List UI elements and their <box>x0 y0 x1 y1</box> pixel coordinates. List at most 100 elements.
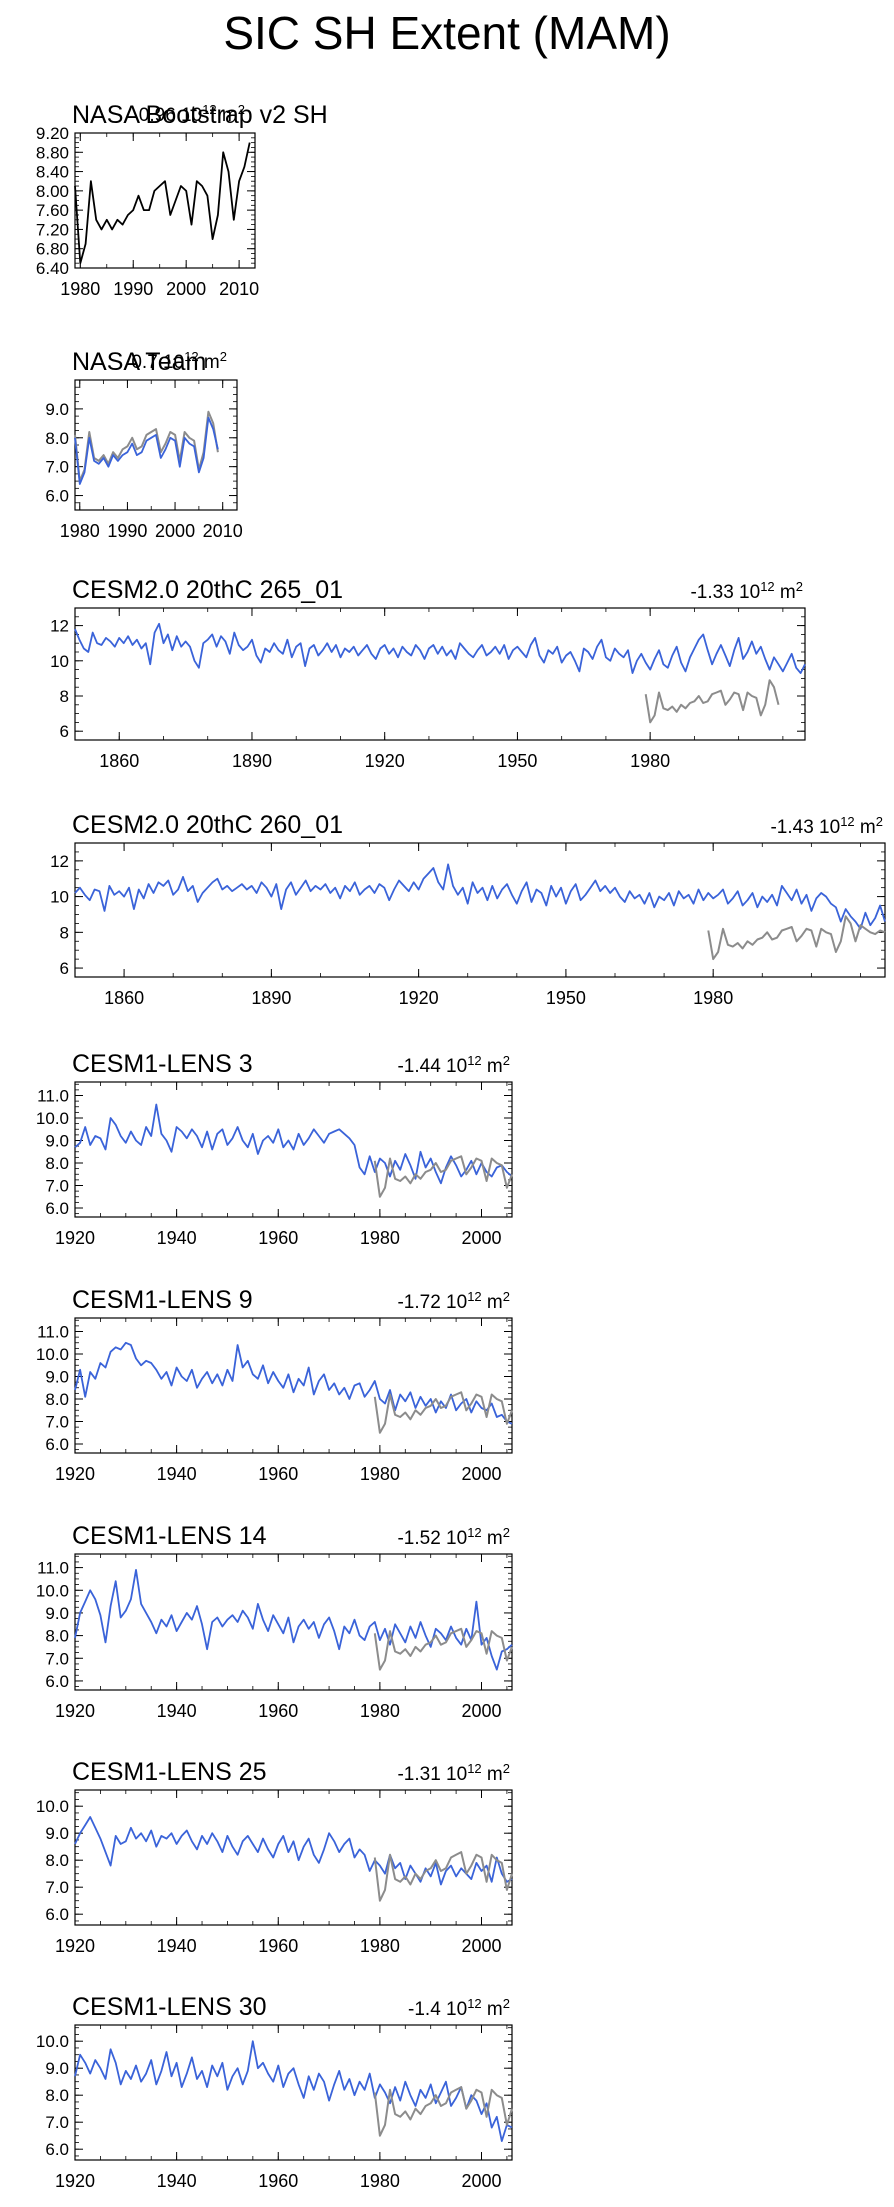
panel-6-xtick-label: 1960 <box>258 1701 298 1721</box>
panel-7-ytick-label: 7.0 <box>45 1878 69 1897</box>
panel-2-ytick-label: 10 <box>50 652 69 671</box>
panel-7-ytick-label: 9.0 <box>45 1824 69 1843</box>
panel-1-title: NASA Team <box>72 348 206 376</box>
panel-2-series-model <box>74 622 806 674</box>
panel-8-xtick-label: 1980 <box>360 2171 400 2191</box>
panel-4-ytick-label: 10.0 <box>36 1109 69 1128</box>
panel-1-trend: 0.7 1012 m2 <box>131 349 227 373</box>
panel-5-xtick-label: 1980 <box>360 1464 400 1484</box>
panel-7-ytick-label: 8.0 <box>45 1851 69 1870</box>
panel-6-title: CESM1-LENS 14 <box>72 1522 267 1550</box>
panel-1-ytick-label: 7.0 <box>45 458 69 477</box>
panel-1-ytick-label: 6.0 <box>45 487 69 506</box>
panel-2-series-obs <box>644 679 780 724</box>
panel-2-xtick-label: 1890 <box>232 751 272 771</box>
panel-0-xtick-label: 1980 <box>60 279 100 299</box>
panel-6-ytick-label: 7.0 <box>45 1649 69 1668</box>
panel-0-frame <box>74 132 256 269</box>
panel-3-ytick-label: 8 <box>60 923 69 942</box>
panel-4-trend: -1.44 1012 m2 <box>397 1053 510 1077</box>
panel-5-ytick-label: 11.0 <box>37 1323 69 1342</box>
panel-1-frame <box>74 379 238 511</box>
panel-2-xtick-label: 1980 <box>630 751 670 771</box>
panel-7-title: CESM1-LENS 25 <box>72 1758 267 1786</box>
panel-3-series-obs <box>707 915 886 961</box>
panel-0-ytick-label: 8.80 <box>36 143 69 162</box>
panel-1-ytick-label: 8.0 <box>45 429 69 448</box>
panel-8-ytick-label: 9.0 <box>45 2059 69 2078</box>
panel-8-title: CESM1-LENS 30 <box>72 1993 267 2021</box>
panel-5-ytick-label: 6.0 <box>45 1435 69 1454</box>
panel-7-xtick-label: 1980 <box>360 1936 400 1956</box>
panel-4-xtick-label: 1940 <box>157 1228 197 1248</box>
panel-5-ytick-label: 10.0 <box>36 1345 69 1364</box>
panel-6-ytick-label: 11.0 <box>37 1559 69 1578</box>
panel-4-ytick-label: 11.0 <box>37 1087 69 1106</box>
panel-0-xtick-label: 1990 <box>113 279 153 299</box>
panel-0-series-obs_single <box>74 142 251 265</box>
panel-5-ytick-label: 9.0 <box>45 1368 69 1387</box>
panel-3-trend: -1.43 1012 m2 <box>770 814 883 838</box>
panel-4-xtick-label: 1920 <box>55 1228 95 1248</box>
panel-4-ytick-label: 6.0 <box>45 1199 69 1218</box>
panel-4-series-obs <box>373 1155 513 1198</box>
panel-4-series-model <box>74 1103 513 1185</box>
panel-3-series-model <box>74 863 886 930</box>
panel-8-series-model <box>74 2040 513 2143</box>
panel-8-ytick-label: 6.0 <box>45 2140 69 2159</box>
panel-5-series-model <box>74 1341 513 1425</box>
panel-6-trend: -1.52 1012 m2 <box>397 1525 510 1549</box>
panel-4-ytick-label: 7.0 <box>45 1177 69 1196</box>
panel-7-xtick-label: 1920 <box>55 1936 95 1956</box>
panel-6-xtick-label: 1920 <box>55 1701 95 1721</box>
panel-8-ytick-label: 8.0 <box>45 2086 69 2105</box>
panel-3-xtick-label: 1980 <box>693 988 733 1008</box>
panel-1-ytick-label: 9.0 <box>45 400 69 419</box>
panel-3-title: CESM2.0 20thC 260_01 <box>72 811 343 839</box>
panel-0-ytick-label: 7.60 <box>36 201 69 220</box>
panel-6-ytick-label: 6.0 <box>45 1672 69 1691</box>
panel-4-ytick-label: 9.0 <box>45 1132 69 1151</box>
panel-8-ytick-label: 7.0 <box>45 2113 69 2132</box>
panel-2-ytick-label: 8 <box>60 687 69 706</box>
panel-5-title: CESM1-LENS 9 <box>72 1286 253 1314</box>
panel-3-ytick-label: 12 <box>50 852 69 871</box>
panel-0-ytick-label: 8.00 <box>36 182 69 201</box>
panel-6-xtick-label: 1980 <box>360 1701 400 1721</box>
panel-6-frame <box>74 1553 513 1691</box>
panel-7-xtick-label: 1940 <box>157 1936 197 1956</box>
panel-1-xtick-label: 1980 <box>60 521 100 541</box>
panel-4-xtick-label: 2000 <box>461 1228 501 1248</box>
panel-8-frame <box>74 2024 513 2161</box>
panel-0-xtick-label: 2010 <box>219 279 259 299</box>
panel-5-xtick-label: 1920 <box>55 1464 95 1484</box>
panel-4-title: CESM1-LENS 3 <box>72 1050 253 1078</box>
panel-8-xtick-label: 2000 <box>461 2171 501 2191</box>
panel-8-trend: -1.4 1012 m2 <box>408 1996 510 2020</box>
panel-8-xtick-label: 1920 <box>55 2171 95 2191</box>
panel-6-ytick-label: 9.0 <box>45 1604 69 1623</box>
panel-3-ytick-label: 10 <box>50 888 69 907</box>
panel-3-xtick-label: 1890 <box>251 988 291 1008</box>
panel-7-trend: -1.31 1012 m2 <box>397 1761 510 1785</box>
panel-8-xtick-label: 1960 <box>258 2171 298 2191</box>
panel-0-ytick-label: 9.20 <box>36 124 69 143</box>
panel-2-frame <box>74 607 806 741</box>
panel-1-xtick-label: 2000 <box>155 521 195 541</box>
panel-7-series-obs <box>373 1851 513 1902</box>
panel-6-series-obs <box>373 1627 513 1671</box>
panel-3-frame <box>74 842 886 978</box>
panel-1-series-model <box>74 416 219 485</box>
panel-0-xtick-label: 2000 <box>166 279 206 299</box>
panel-8-xtick-label: 1940 <box>157 2171 197 2191</box>
panel-8-series-obs <box>373 2086 513 2137</box>
panel-7-xtick-label: 1960 <box>258 1936 298 1956</box>
panel-2-xtick-label: 1920 <box>365 751 405 771</box>
panel-1-xtick-label: 1990 <box>107 521 147 541</box>
panel-6-ytick-label: 10.0 <box>36 1581 69 1600</box>
panel-5-trend: -1.72 1012 m2 <box>397 1289 510 1313</box>
panel-0-title: NASA Bootstrap v2 SH <box>72 101 328 129</box>
panel-0-ytick-label: 8.40 <box>36 163 69 182</box>
panel-5-xtick-label: 1960 <box>258 1464 298 1484</box>
